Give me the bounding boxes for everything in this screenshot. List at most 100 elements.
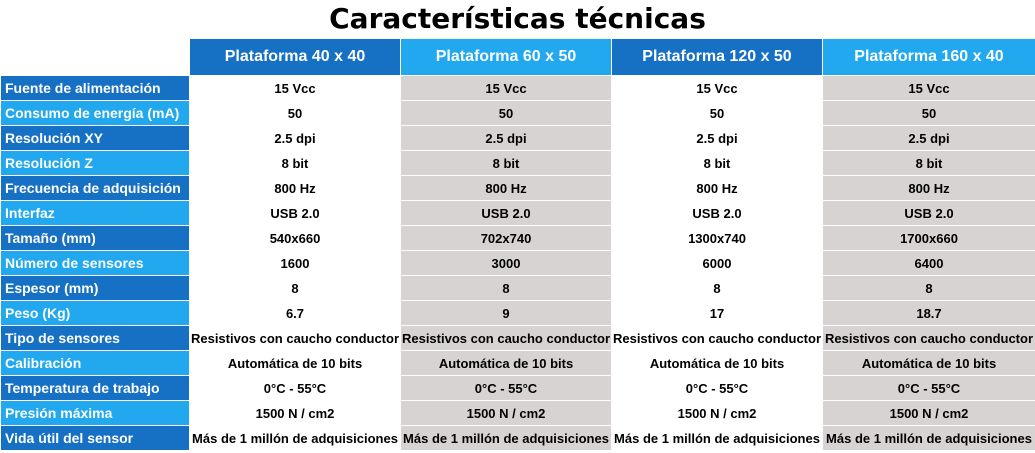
table-cell: 1600 (189, 250, 401, 276)
table-cell: Más de 1 millón de adquisiciones (611, 425, 823, 451)
table-cell: 2.5 dpi (611, 125, 823, 151)
table-cell: 2.5 dpi (189, 125, 401, 151)
row-label: Frecuencia de adquisición (0, 175, 190, 201)
table-cell: USB 2.0 (400, 200, 612, 226)
table-cell: 15 Vcc (611, 75, 823, 101)
table-row: Vida útil del sensor Más de 1 millón de a… (0, 425, 1035, 451)
table-cell: 15 Vcc (189, 75, 401, 101)
table-cell: 6400 (822, 250, 1035, 276)
table-row: Calibración Automática de 10 bits Automáti… (0, 350, 1035, 376)
table-cell: Más de 1 millón de adquisiciones (822, 425, 1035, 451)
table-cell: 15 Vcc (400, 75, 612, 101)
table-cell: USB 2.0 (611, 200, 823, 226)
table-cell: USB 2.0 (189, 200, 401, 226)
table-cell: 702x740 (400, 225, 612, 251)
table-cell: 0°C - 55°C (611, 375, 823, 401)
table-row: Tipo de sensores Resistivos con caucho co… (0, 325, 1035, 351)
table-cell: Automática de 10 bits (189, 350, 401, 376)
table-row: Consumo de energía (mA) 50 50 50 50 (0, 100, 1035, 126)
table-row: Espesor (mm) 8 8 8 8 (0, 275, 1035, 301)
table-cell: 8 (611, 275, 823, 301)
column-header-platform-120x50: Plataforma 120 x 50 (611, 38, 823, 76)
page-title: Características técnicas (329, 2, 706, 35)
table-cell: 18.7 (822, 300, 1035, 326)
table-cell: Más de 1 millón de adquisiciones (400, 425, 612, 451)
table-cell: 0°C - 55°C (822, 375, 1035, 401)
table-cell: Automática de 10 bits (611, 350, 823, 376)
table-cell: 0°C - 55°C (189, 375, 401, 401)
table-cell: 9 (400, 300, 612, 326)
row-label: Tamaño (mm) (0, 225, 190, 251)
table-cell: 1500 N / cm2 (189, 400, 401, 426)
table-header: Plataforma 40 x 40 Plataforma 60 x 50 Pl… (0, 38, 1035, 76)
column-header-platform-60x50: Plataforma 60 x 50 (400, 38, 612, 76)
specs-table: Plataforma 40 x 40 Plataforma 60 x 50 Pl… (0, 38, 1035, 451)
table-row: Tamaño (mm) 540x660 702x740 1300x740 1700x66… (0, 225, 1035, 251)
table-cell: 800 Hz (189, 175, 401, 201)
table-cell: Más de 1 millón de adquisiciones (189, 425, 401, 451)
table-cell: 1500 N / cm2 (822, 400, 1035, 426)
table-cell: Resistivos con caucho conductor (189, 325, 401, 351)
table-cell: 1500 N / cm2 (400, 400, 612, 426)
table-row: Presión máxima 1500 N / cm2 1500 N / cm2 15… (0, 400, 1035, 426)
table-cell: 6.7 (189, 300, 401, 326)
table-cell: 800 Hz (611, 175, 823, 201)
table-row: Interfaz USB 2.0 USB 2.0 USB 2.0 USB 2.0 (0, 200, 1035, 226)
table-cell: 800 Hz (400, 175, 612, 201)
row-label: Fuente de alimentación (0, 75, 190, 101)
table-cell: 8 (822, 275, 1035, 301)
table-row: Temperatura de trabajo 0°C - 55°C 0°C - 55… (0, 375, 1035, 401)
row-label: Calibración (0, 350, 190, 376)
column-header-platform-40x40: Plataforma 40 x 40 (189, 38, 401, 76)
table-cell: 8 (400, 275, 612, 301)
table-cell: 15 Vcc (822, 75, 1035, 101)
row-label: Número de sensores (0, 250, 190, 276)
table-cell: 17 (611, 300, 823, 326)
table-cell: Automática de 10 bits (822, 350, 1035, 376)
table-cell: Resistivos con caucho conductor (400, 325, 612, 351)
table-cell: 540x660 (189, 225, 401, 251)
row-label: Tipo de sensores (0, 325, 190, 351)
table-cell: 1500 N / cm2 (611, 400, 823, 426)
table-cell: Resistivos con caucho conductor (611, 325, 823, 351)
table-cell: 8 (189, 275, 401, 301)
table-cell: 6000 (611, 250, 823, 276)
table-body: Fuente de alimentación 15 Vcc 15 Vcc 15 Vcc… (0, 75, 1035, 451)
table-cell: 8 bit (400, 150, 612, 176)
row-label: Resolución XY (0, 125, 190, 151)
header-row: Plataforma 40 x 40 Plataforma 60 x 50 Pl… (0, 38, 1035, 76)
table-cell: 8 bit (611, 150, 823, 176)
table-cell: 0°C - 55°C (400, 375, 612, 401)
table-row: Frecuencia de adquisición 800 Hz 800 Hz 800… (0, 175, 1035, 201)
table-cell: 3000 (400, 250, 612, 276)
row-label: Resolución Z (0, 150, 190, 176)
row-label: Temperatura de trabajo (0, 375, 190, 401)
table-cell: 50 (822, 100, 1035, 126)
row-label: Espesor (mm) (0, 275, 190, 301)
table-cell: 50 (189, 100, 401, 126)
column-header-platform-160x40: Plataforma 160 x 40 (822, 38, 1035, 76)
table-cell: USB 2.0 (822, 200, 1035, 226)
table-row: Resolución XY 2.5 dpi 2.5 dpi 2.5 dpi 2.5 dp… (0, 125, 1035, 151)
row-label: Presión máxima (0, 400, 190, 426)
table-cell: 50 (611, 100, 823, 126)
table-cell: 1700x660 (822, 225, 1035, 251)
table-cell: 50 (400, 100, 612, 126)
table-row: Fuente de alimentación 15 Vcc 15 Vcc 15 Vcc… (0, 75, 1035, 101)
table-cell: Automática de 10 bits (400, 350, 612, 376)
table-row: Peso (Kg) 6.7 9 17 18.7 (0, 300, 1035, 326)
table-cell: 800 Hz (822, 175, 1035, 201)
row-label: Vida útil del sensor (0, 425, 190, 451)
table-cell: 2.5 dpi (400, 125, 612, 151)
row-label: Peso (Kg) (0, 300, 190, 326)
table-row: Número de sensores 1600 3000 6000 6400 (0, 250, 1035, 276)
header-corner (0, 38, 190, 76)
table-cell: 2.5 dpi (822, 125, 1035, 151)
table-cell: 1300x740 (611, 225, 823, 251)
row-label: Consumo de energía (mA) (0, 100, 190, 126)
row-label: Interfaz (0, 200, 190, 226)
table-cell: 8 bit (189, 150, 401, 176)
table-cell: Resistivos con caucho conductor (822, 325, 1035, 351)
table-cell: 8 bit (822, 150, 1035, 176)
